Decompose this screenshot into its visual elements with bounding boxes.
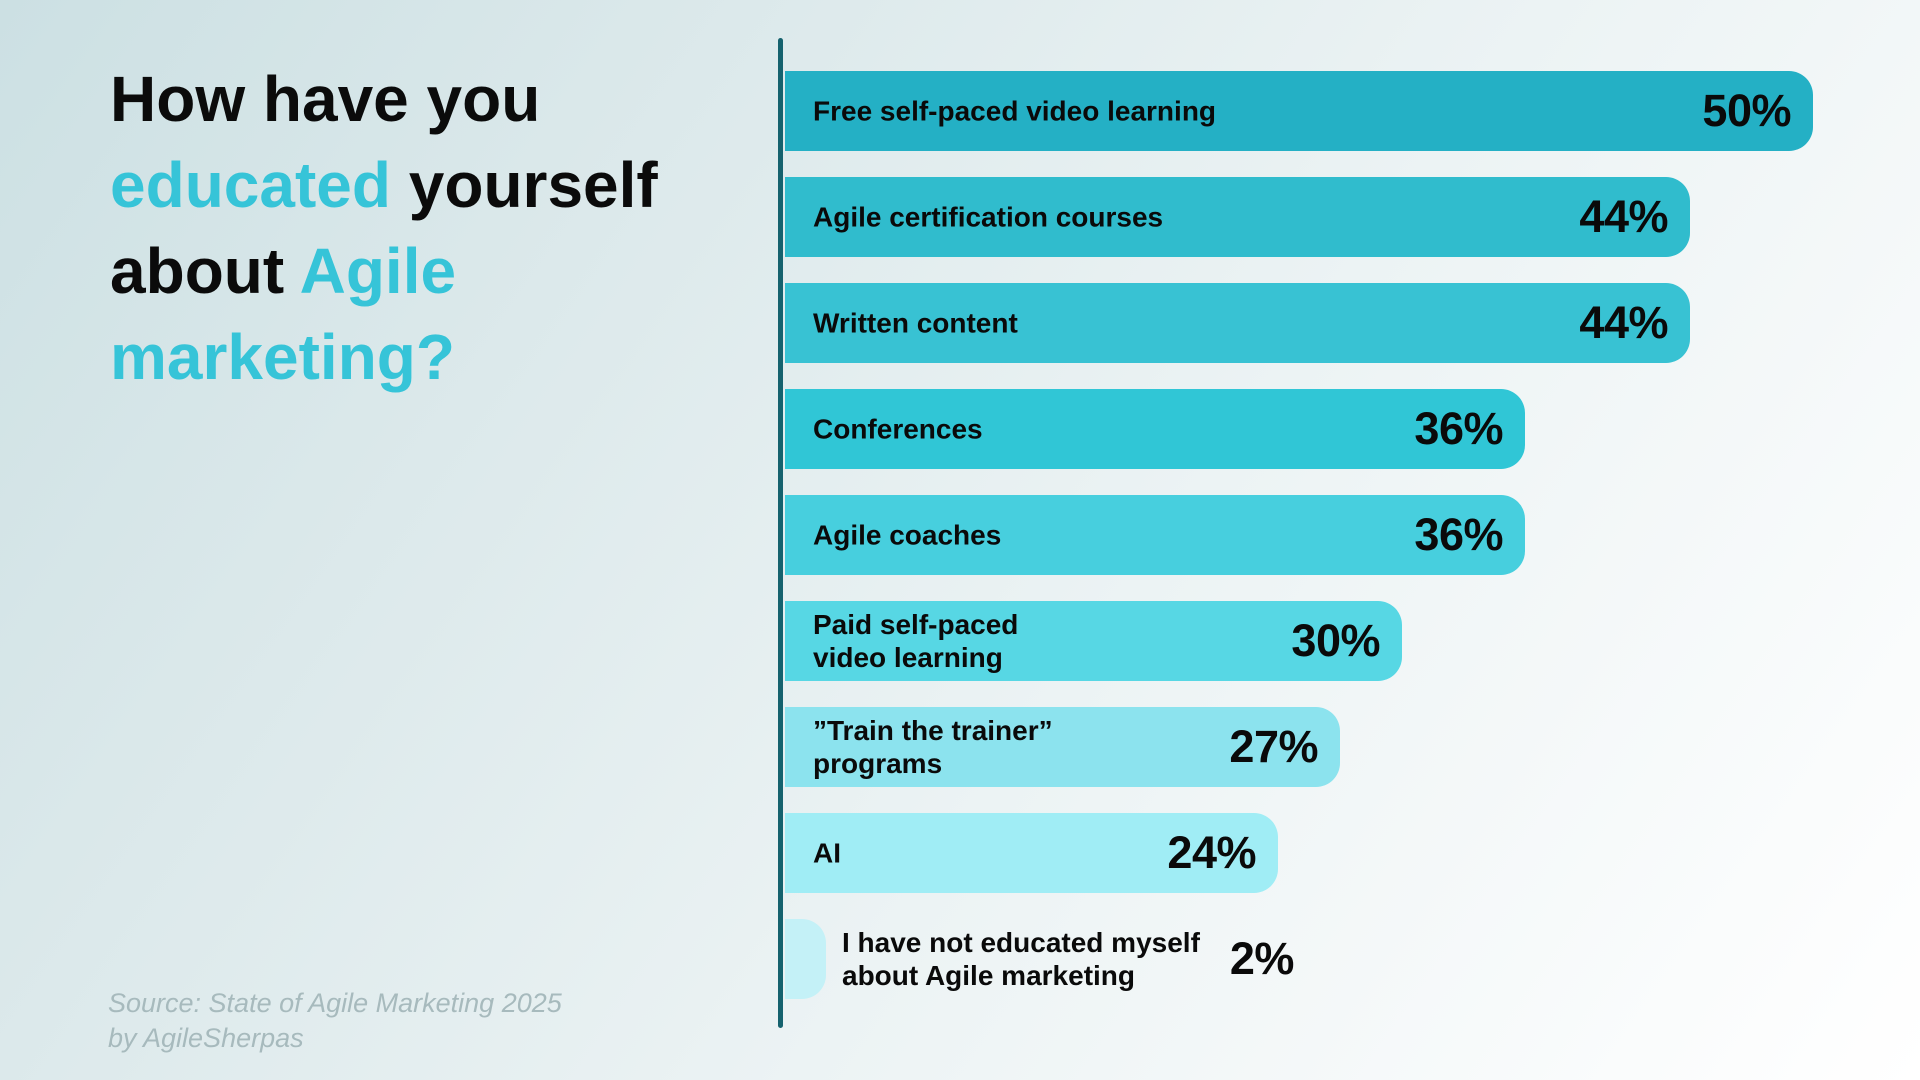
bar-value: 36% bbox=[1414, 509, 1503, 560]
bar-value: 2% bbox=[1229, 933, 1295, 984]
bar-label: Free self-paced video learning bbox=[813, 95, 1217, 127]
bar-row: AI 24% bbox=[785, 813, 1813, 893]
title-accent-educated: educated bbox=[110, 149, 391, 221]
source-attribution: Source: State of Agile Marketing 2025 by… bbox=[108, 986, 562, 1056]
bar-row: Written content 44% bbox=[785, 283, 1813, 363]
bar-7: ”Train the trainer” programs 27% bbox=[785, 707, 1340, 787]
bar-value: 50% bbox=[1702, 85, 1791, 136]
title-accent-marketing: marketing? bbox=[110, 321, 455, 393]
title-line-4: marketing? bbox=[110, 314, 730, 400]
bar-row: Agile certification courses 44% bbox=[785, 177, 1813, 257]
bar-row: ”Train the trainer” programs 27% bbox=[785, 707, 1813, 787]
bar-2: Agile certification courses 44% bbox=[785, 177, 1690, 257]
bar-4: Conferences 36% bbox=[785, 389, 1525, 469]
title-text: yourself bbox=[390, 149, 658, 221]
source-line-2: by AgileSherpas bbox=[108, 1023, 304, 1053]
bar-row: Paid self-paced video learning 30% bbox=[785, 601, 1813, 681]
bar-3: Written content 44% bbox=[785, 283, 1690, 363]
bar-row: Free self-paced video learning 50% bbox=[785, 71, 1813, 151]
bar-value: 30% bbox=[1291, 615, 1380, 666]
bar-label: ”Train the trainer” programs bbox=[813, 715, 1053, 779]
title-line-1: How have you bbox=[110, 56, 730, 142]
bar-label: Written content bbox=[813, 307, 1018, 339]
bar-6: Paid self-paced video learning 30% bbox=[785, 601, 1402, 681]
chart-axis-line bbox=[778, 38, 783, 1028]
bar-chart: Free self-paced video learning 50% Agile c… bbox=[785, 71, 1813, 999]
title-line-3: about Agile bbox=[110, 228, 730, 314]
bar-value: 44% bbox=[1579, 297, 1668, 348]
title-accent-agile: Agile bbox=[284, 235, 457, 307]
page-title: How have you educated yourself about Agi… bbox=[110, 56, 730, 400]
title-line-2: educated yourself bbox=[110, 142, 730, 228]
bar-value: 27% bbox=[1229, 721, 1318, 772]
bar-label: Paid self-paced video learning bbox=[813, 609, 1019, 673]
bar-8: AI 24% bbox=[785, 813, 1278, 893]
bar-1: Free self-paced video learning 50% bbox=[785, 71, 1813, 151]
title-text: about bbox=[110, 235, 285, 307]
bar-label: AI bbox=[813, 837, 841, 869]
bar-label: Agile coaches bbox=[813, 519, 1002, 551]
bar-label: Agile certification courses bbox=[813, 201, 1164, 233]
title-text: How have you bbox=[110, 63, 541, 135]
bar-label: Conferences bbox=[813, 413, 983, 445]
bar-label: I have not educated myself about Agile m… bbox=[842, 927, 1200, 991]
bar-9 bbox=[785, 919, 826, 999]
bar-value: 44% bbox=[1579, 191, 1668, 242]
source-line-1: Source: State of Agile Marketing 2025 bbox=[108, 988, 562, 1018]
bar-value: 36% bbox=[1414, 403, 1503, 454]
bar-row: I have not educated myself about Agile m… bbox=[785, 919, 1813, 999]
bar-row: Conferences 36% bbox=[785, 389, 1813, 469]
bar-row: Agile coaches 36% bbox=[785, 495, 1813, 575]
bar-5: Agile coaches 36% bbox=[785, 495, 1525, 575]
bar-value: 24% bbox=[1167, 827, 1256, 878]
